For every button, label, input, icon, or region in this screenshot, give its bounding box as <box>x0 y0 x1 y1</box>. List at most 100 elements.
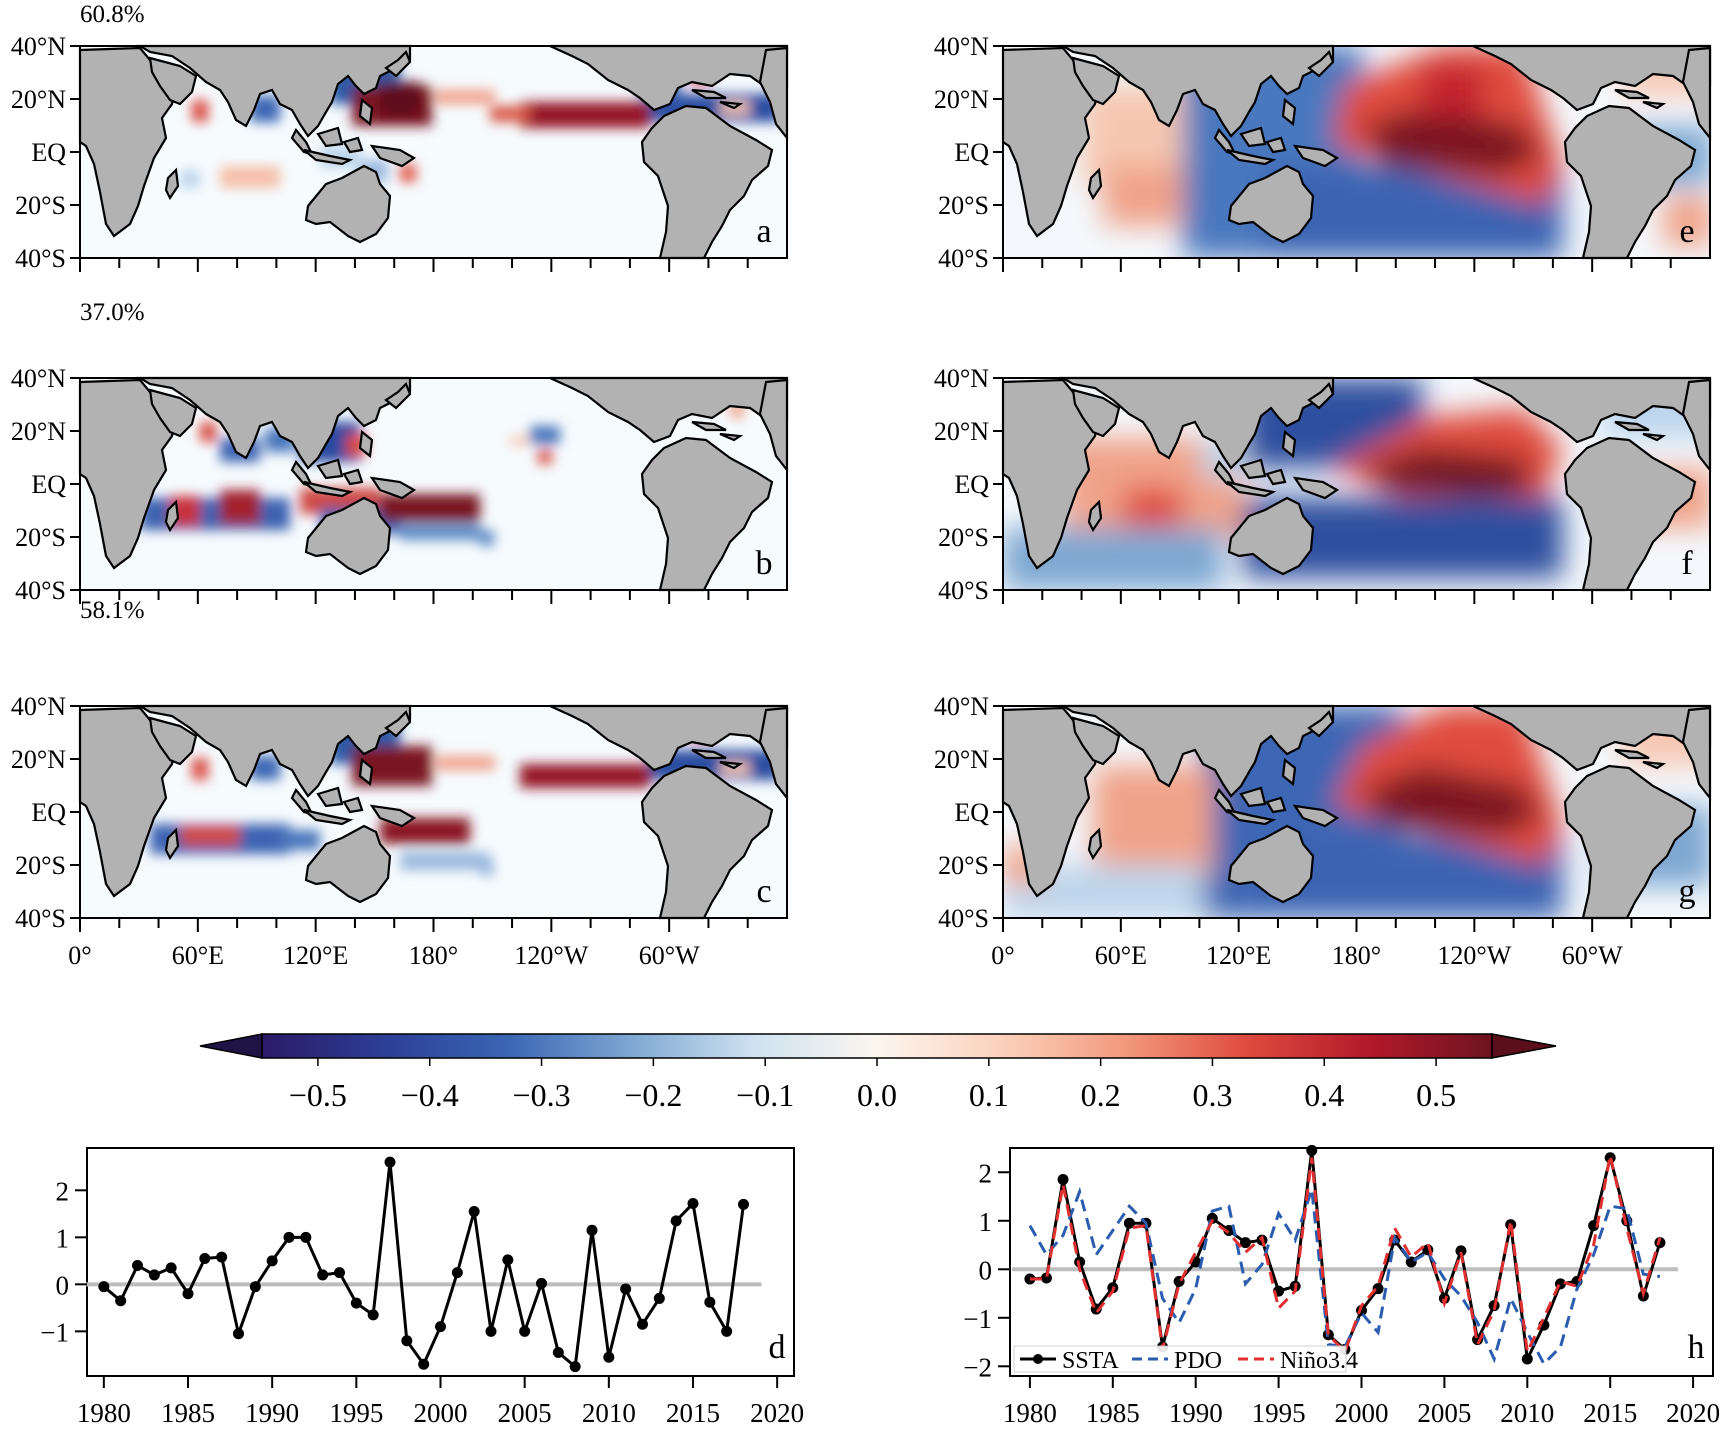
variance-label-c: 58.1% <box>80 597 145 624</box>
legend-label: PDO <box>1174 1348 1222 1374</box>
data-point <box>249 1281 261 1293</box>
data-point <box>1604 1152 1616 1164</box>
map-axes: 40°N 20°N EQ 20°S 40°S 40°N 20°N EQ 20°S 40°S 40°N… <box>11 32 1672 970</box>
data-point <box>367 1309 379 1321</box>
lat-tick-label: 20°N <box>934 85 989 114</box>
series-line-pdo <box>1028 1186 1661 1367</box>
data-point <box>451 1267 463 1279</box>
colorbar-tick-label: −0.5 <box>289 1077 347 1113</box>
lat-tick-label: 40°S <box>15 244 66 273</box>
lon-tick-label: 180° <box>409 941 458 970</box>
map-panel-b: b <box>78 376 789 592</box>
lon-tick-label: 60°E <box>1095 941 1147 970</box>
lon-tick-label: 60°E <box>172 941 224 970</box>
lat-tick-label: EQ <box>954 470 989 499</box>
map-panel-g: g <box>1001 704 1712 920</box>
data-point <box>1455 1245 1467 1257</box>
x-tick-label: 2020 <box>750 1398 804 1428</box>
lat-tick-label: 40°N <box>11 32 66 61</box>
y-tick-label: 0 <box>56 1270 70 1300</box>
lat-tick-label: 40°N <box>11 692 66 721</box>
data-point <box>435 1321 446 1333</box>
lat-tick-label: 20°S <box>938 523 989 552</box>
data-point <box>738 1198 749 1210</box>
x-tick-label: 1990 <box>1169 1398 1223 1428</box>
data-point <box>1306 1144 1318 1156</box>
data-point <box>199 1252 211 1264</box>
data-point <box>603 1351 615 1363</box>
lon-tick-label: 0° <box>991 941 1014 970</box>
x-tick-label: 1985 <box>161 1398 215 1428</box>
colorbar-tick-label: 0.5 <box>1416 1077 1456 1113</box>
data-point <box>266 1255 278 1267</box>
data-point <box>536 1277 547 1289</box>
colorbar-tick-label: 0.0 <box>857 1077 897 1113</box>
data-point <box>165 1262 177 1274</box>
colorbar-tick-label: 0.3 <box>1192 1077 1232 1113</box>
panel-label-c: c <box>756 873 771 910</box>
data-point <box>1123 1217 1135 1229</box>
x-tick-label: 2005 <box>498 1398 552 1428</box>
x-tick-label: 1980 <box>77 1398 131 1428</box>
data-point <box>384 1156 396 1168</box>
y-tick-label: 1 <box>979 1207 993 1237</box>
lon-tick-label: 60°W <box>639 941 700 970</box>
plot-area: 1980 1985 1990 1995 2000 2005 2010 2015 2020 −2 −1… <box>963 1144 1720 1428</box>
lat-tick-label: 40°N <box>11 364 66 393</box>
lat-tick-label: 40°S <box>938 576 989 605</box>
lon-tick-label: 0° <box>68 941 91 970</box>
lat-tick-label: EQ <box>954 138 989 167</box>
lon-tick-label: 120°W <box>1437 941 1511 970</box>
colorbar-body <box>261 1033 1493 1059</box>
lon-tick-label: 180° <box>1332 941 1381 970</box>
colorbar-high-extend <box>1491 1033 1557 1059</box>
data-point <box>418 1358 430 1370</box>
x-tick-label: 2010 <box>582 1398 636 1428</box>
data-point <box>1057 1174 1069 1186</box>
lat-tick-label: EQ <box>954 798 989 827</box>
data-point <box>132 1260 143 1272</box>
lat-tick-label: 20°S <box>938 851 989 880</box>
y-tick-label: −1 <box>40 1317 69 1347</box>
lon-tick-label: 120°E <box>1206 941 1271 970</box>
data-point <box>148 1269 160 1281</box>
data-point <box>721 1325 733 1337</box>
colorbar-tick-label: −0.2 <box>624 1077 682 1113</box>
lat-tick-label: 40°S <box>15 576 66 605</box>
panel-label-f: f <box>1681 545 1693 582</box>
lat-tick-label: 40°N <box>934 32 989 61</box>
x-tick-label: 1995 <box>1252 1398 1306 1428</box>
lon-tick-label: 120°W <box>514 941 588 970</box>
y-tick-label: 0 <box>979 1255 993 1285</box>
data-point <box>687 1197 699 1209</box>
colorbar-tick-label: 0.2 <box>1081 1077 1121 1113</box>
panel-label-e: e <box>1679 213 1694 250</box>
timeseries-panel-h: 1980 1985 1990 1995 2000 2005 2010 2015 2020 −2 −1… <box>963 1144 1720 1428</box>
panel-label-b: b <box>756 545 773 582</box>
series-line-ni-o3-4 <box>1029 1154 1662 1357</box>
data-point <box>317 1269 329 1281</box>
lat-tick-label: 20°N <box>934 417 989 446</box>
lat-tick-label: 20°N <box>11 85 66 114</box>
lat-tick-label: 40°S <box>15 904 66 933</box>
x-tick-label: 1990 <box>245 1398 299 1428</box>
data-point <box>1438 1292 1450 1304</box>
map-panel-a: a <box>78 44 789 260</box>
colorbar-low-extend <box>199 1033 263 1059</box>
data-point <box>182 1288 194 1300</box>
correlation-field <box>1003 378 1710 590</box>
data-point <box>350 1297 362 1309</box>
panel-label-d: d <box>769 1329 786 1366</box>
x-tick-label: 2015 <box>1583 1398 1637 1428</box>
colorbar-tick-label: −0.1 <box>736 1077 794 1113</box>
x-tick-label: 2020 <box>1666 1398 1720 1428</box>
data-point <box>519 1325 531 1337</box>
y-tick-label: 2 <box>979 1158 993 1188</box>
lat-tick-label: EQ <box>31 470 66 499</box>
x-tick-label: 2015 <box>666 1398 720 1428</box>
sst-anomaly-patches <box>140 402 744 546</box>
data-point <box>586 1224 598 1236</box>
data-point <box>552 1346 564 1358</box>
panel-label-g: g <box>1679 873 1696 910</box>
lat-tick-label: 20°N <box>934 745 989 774</box>
